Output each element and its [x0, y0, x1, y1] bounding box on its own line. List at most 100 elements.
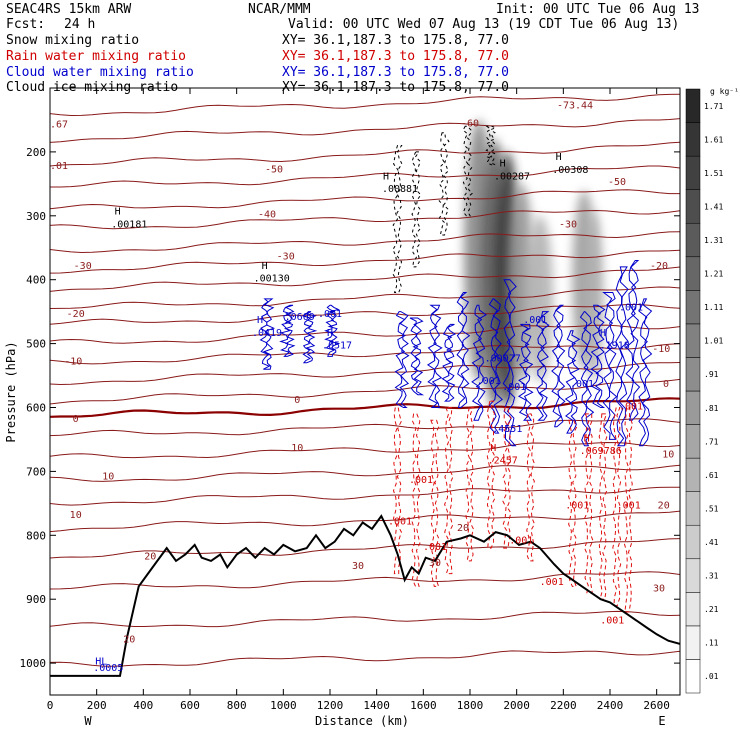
- cloud-water-contour-19: [615, 266, 629, 447]
- isotherm-3: [50, 165, 680, 188]
- fcst-value: 24 h: [64, 17, 96, 32]
- colorbar-label-12: 1.21: [704, 270, 723, 279]
- temperature-label-19: 10: [102, 472, 114, 483]
- rain-label-0: .001: [619, 401, 643, 412]
- y-axis-label: Pressure (hPa): [4, 341, 18, 442]
- cloud-water-contour-0: [259, 298, 276, 370]
- isotherm-11: [50, 324, 680, 344]
- x-tick-label-5: 1000: [270, 699, 297, 712]
- cloud-water-label-2: .0609: [285, 312, 315, 323]
- temperature-label-5: -50: [608, 177, 626, 188]
- cloud-water-label-13: .001: [502, 382, 526, 393]
- colorbar-bin-7: [685, 424, 701, 459]
- colorbar-bin-11: [685, 290, 701, 325]
- isotherm-17: [50, 441, 680, 459]
- isotherm-23: [50, 610, 680, 628]
- x-tick-label-3: 600: [180, 699, 200, 712]
- temperature-label-23: 20: [457, 523, 469, 534]
- cloud-water-label-0: H: [257, 315, 263, 326]
- fcst-label: Fcst:: [6, 17, 46, 32]
- model-title: SEAC4RS 15km ARW: [6, 2, 132, 17]
- x-tick-label-10: 2000: [503, 699, 530, 712]
- rain-label-5: .001: [409, 475, 433, 486]
- colorbar-label-17: 1.71: [704, 102, 723, 111]
- temperature-label-9: -30: [74, 261, 92, 272]
- rain-contour-4: [465, 407, 475, 562]
- cloud-water-label-11: .001: [477, 376, 501, 387]
- colorbar-bin-16: [685, 122, 701, 157]
- snow-label-8: H: [262, 261, 268, 272]
- isotherm-1: [50, 118, 680, 143]
- rain-contour-10: [598, 413, 608, 600]
- plot-frame: [49, 87, 681, 696]
- y-tick-label-2: 400: [26, 274, 46, 287]
- temperature-label-12: -10: [64, 357, 82, 368]
- colorbar-bin-4: [685, 524, 701, 560]
- temperature-label-7: -30: [559, 219, 577, 230]
- isotherm-18: [50, 464, 680, 482]
- temperature-label-26: 30: [429, 558, 441, 569]
- x-tick-label-6: 1200: [317, 699, 344, 712]
- cloud-water-contour-8: [456, 292, 471, 408]
- cloud-water-contour-12: [517, 323, 534, 421]
- cloud-water-label-10: .00077: [485, 354, 521, 365]
- cloud-water-contour-20: [625, 260, 641, 421]
- x-tick-label-1: 200: [87, 699, 107, 712]
- y-tick-label-5: 700: [26, 465, 46, 478]
- x-axis-west-label: W: [84, 714, 92, 728]
- rain-label-1: H: [490, 443, 496, 454]
- temperature-label-10: -20: [650, 261, 668, 272]
- colorbar-bin-14: [685, 189, 701, 224]
- colorbar-label-15: 1.51: [704, 169, 723, 178]
- colorbar-bin-5: [685, 491, 701, 526]
- cloud-water-contour-21: [638, 298, 653, 447]
- snow-label-5: .00287: [494, 171, 530, 182]
- field-cloudwater-xy: XY= 36.1,187.3 to 175.8, 77.0: [282, 65, 509, 80]
- y-tick-label-7: 900: [26, 593, 46, 606]
- colorbar-label-5: .51: [704, 504, 719, 513]
- rain-contour-2: [430, 419, 440, 587]
- cloud-water-contour-3: [324, 304, 341, 357]
- temperature-label-11: -20: [67, 309, 85, 320]
- snow-shade-6: [583, 209, 604, 382]
- rain-contour-8: [568, 419, 578, 587]
- cloud-water-label-15: HL: [95, 656, 107, 667]
- colorbar-label-4: .41: [704, 538, 719, 547]
- cloud-water-contour-18: [602, 292, 618, 440]
- org-title: NCAR/MMM: [248, 2, 311, 17]
- cloud-water-label-3: .001: [318, 309, 342, 320]
- colorbar-bin-17: [685, 88, 701, 123]
- cloud-water-label-7: .001: [619, 302, 643, 313]
- rain-contour-11: [612, 407, 622, 607]
- snow-label-9: .00130: [254, 274, 290, 285]
- cloud-water-contour-6: [426, 304, 443, 408]
- rain-label-6: .001: [388, 516, 412, 527]
- cloud-water-contour-17: [590, 304, 606, 408]
- rain-label-12: .001: [600, 616, 624, 627]
- colorbar-label-11: 1.11: [704, 303, 723, 312]
- cloud-water-contour-15: [564, 330, 581, 434]
- temperature-label-8: -30: [277, 251, 295, 262]
- rain-label-9: .001: [423, 542, 447, 553]
- cloud-water-label-6: .001: [523, 315, 547, 326]
- rain-contour-5: [486, 400, 496, 549]
- cloud-water-contour-7: [441, 323, 457, 402]
- snow-label-4: H: [500, 159, 506, 170]
- colorbar-bin-12: [685, 256, 701, 291]
- temperature-label-24: 20: [123, 635, 135, 646]
- colorbar-label-13: 1.31: [704, 236, 723, 245]
- temperature-label-4: -50: [265, 164, 283, 175]
- temperature-label-22: 20: [144, 552, 156, 563]
- x-tick-label-13: 2600: [643, 699, 670, 712]
- rain-label-3: H: [584, 433, 590, 444]
- cloud-water-contour-11: [502, 279, 517, 447]
- colorbar-label-2: .21: [704, 605, 719, 614]
- colorbar-label-6: .61: [704, 471, 719, 480]
- x-tick-label-9: 1800: [457, 699, 484, 712]
- temperature-label-1: -60.67: [32, 120, 68, 131]
- rain-contour-3: [444, 407, 454, 575]
- isotherm-14: [50, 378, 680, 405]
- isotherm-10: [50, 304, 680, 325]
- isotherm-7: [50, 249, 680, 274]
